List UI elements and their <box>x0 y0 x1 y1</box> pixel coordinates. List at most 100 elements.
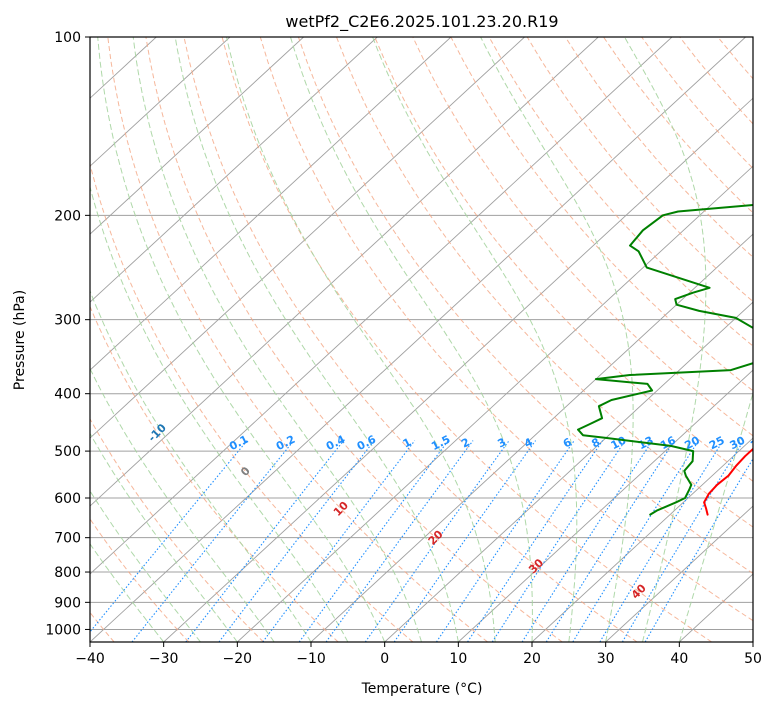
dry-adiabat-label: 0 <box>238 464 253 479</box>
isotherm-line <box>90 37 525 439</box>
moist-adiabat-line <box>624 37 707 642</box>
dry-adiabat-line <box>90 162 414 642</box>
mixing-ratio-label: 10 <box>609 434 629 453</box>
plot-frame <box>89 36 754 643</box>
mixing-ratio-label: 20 <box>682 434 702 453</box>
moist-adiabat-line <box>480 37 634 642</box>
dry-adiabat-label: 40 <box>629 581 649 601</box>
moist-adiabat-line <box>372 37 578 642</box>
dry-adiabat-line <box>374 37 753 482</box>
x-tick-label: 0 <box>380 651 389 667</box>
y-tick-label: 300 <box>54 313 81 329</box>
dry-adiabat-line <box>336 37 753 528</box>
mixing-ratio-line <box>435 440 575 642</box>
isotherm-line <box>605 505 753 642</box>
y-tick-label: 500 <box>54 444 81 460</box>
x-tick-label: −30 <box>149 651 179 667</box>
moist-adiabat-line <box>132 37 422 642</box>
x-tick-label: 30 <box>597 651 615 667</box>
dry-adiabat-line <box>450 37 753 392</box>
mixing-ratio-line <box>644 457 753 642</box>
moist-adiabat-line <box>174 37 459 642</box>
isotherm-line <box>531 437 753 642</box>
y-tick-label: 600 <box>54 491 81 507</box>
isotherm-line <box>90 37 378 303</box>
isotherm-line <box>384 301 753 642</box>
moist-adiabat-line <box>678 391 753 642</box>
mixing-ratio-line <box>621 440 745 642</box>
mixing-ratio-line <box>599 440 724 642</box>
mixing-ratio-label: 0.4 <box>324 433 348 454</box>
y-tick-label: 1000 <box>45 622 81 638</box>
dewpoint-line <box>577 203 753 516</box>
mixing-ratio-label: 1 <box>401 435 414 450</box>
x-tick-label: −10 <box>296 651 326 667</box>
mixing-ratio-label: 16 <box>658 434 678 453</box>
mixing-ratio-line <box>325 440 474 642</box>
mixing-ratio-line <box>545 440 675 642</box>
isotherm-line <box>752 641 753 642</box>
dry-adiabat-line <box>603 37 753 214</box>
isotherm-line <box>90 37 673 575</box>
isotherm-line <box>236 165 753 642</box>
isotherm-line <box>310 233 753 642</box>
profile-lines <box>577 203 753 516</box>
isotherm-line <box>163 97 753 642</box>
temperature-line <box>703 447 753 516</box>
y-tick-label: 100 <box>54 30 81 46</box>
dry-adiabat-line <box>526 37 753 303</box>
x-tick-label: 20 <box>523 651 541 667</box>
dry-adiabat-label: -10 <box>146 421 169 444</box>
mixing-ratio-line <box>90 440 248 633</box>
y-axis-title: Pressure (hPa) <box>12 290 28 390</box>
dry-adiabat-line <box>183 37 638 642</box>
x-tick-label: −40 <box>75 651 105 667</box>
x-axis-title: Temperature (°C) <box>361 681 483 697</box>
x-tick-label: 50 <box>744 651 762 667</box>
dry-adiabat-line <box>756 37 775 642</box>
moist-adiabat-line <box>90 367 275 642</box>
dry-adiabat-line <box>641 37 753 170</box>
y-tick-label: 400 <box>54 387 81 403</box>
chart-title: wetPf2_C2E6.2025.101.23.20.R19 <box>285 12 558 32</box>
background-grid <box>0 37 775 642</box>
isotherm-line <box>0 37 9 642</box>
isotherm-line <box>90 37 304 235</box>
y-tick-label: 800 <box>54 565 81 581</box>
dry-adiabat-line <box>564 37 753 258</box>
mixing-ratio-line <box>185 440 345 642</box>
mixing-ratio-line <box>298 440 449 642</box>
dry-adiabat-line <box>90 305 339 642</box>
mixing-ratio-line <box>364 440 510 642</box>
mixing-ratio-label: 36 <box>748 434 768 453</box>
y-axis: 100 200 300 400 500 600 700 800 900 1000 <box>45 30 90 638</box>
mixing-ratio-line <box>218 440 375 642</box>
mixing-ratio-line <box>521 440 653 642</box>
moist-adiabat-line <box>90 184 349 642</box>
dry-adiabat-line <box>107 37 488 642</box>
moist-adiabat-line <box>90 490 201 642</box>
isotherm-line <box>678 573 753 642</box>
mixing-ratio-label: 0.2 <box>274 433 297 453</box>
mixing-ratio-label: 30 <box>728 434 748 453</box>
mixing-ratio-line <box>467 440 604 642</box>
dry-adiabat-line <box>297 37 753 575</box>
x-tick-label: −20 <box>223 651 253 667</box>
dry-adiabat-line <box>488 37 753 347</box>
mixing-ratio-label: 25 <box>707 434 727 453</box>
dry-adiabat-line <box>221 37 712 642</box>
dry-adiabat-line <box>679 37 753 125</box>
y-tick-label: 200 <box>54 208 81 224</box>
mixing-ratio-label: 1.5 <box>429 433 452 453</box>
mixing-ratio-label: 2 <box>459 435 472 450</box>
dry-adiabat-line <box>90 417 264 642</box>
dry-adiabat-line <box>90 518 190 642</box>
mixing-ratio-line <box>572 440 700 642</box>
y-tick-label: 700 <box>54 531 81 547</box>
moist-adiabat-line <box>97 37 386 642</box>
dry-adiabat-line <box>717 37 753 80</box>
mixing-ratio-line <box>491 440 626 642</box>
dry-adiabat-line <box>145 37 563 642</box>
moist-adiabat-line <box>90 289 312 642</box>
